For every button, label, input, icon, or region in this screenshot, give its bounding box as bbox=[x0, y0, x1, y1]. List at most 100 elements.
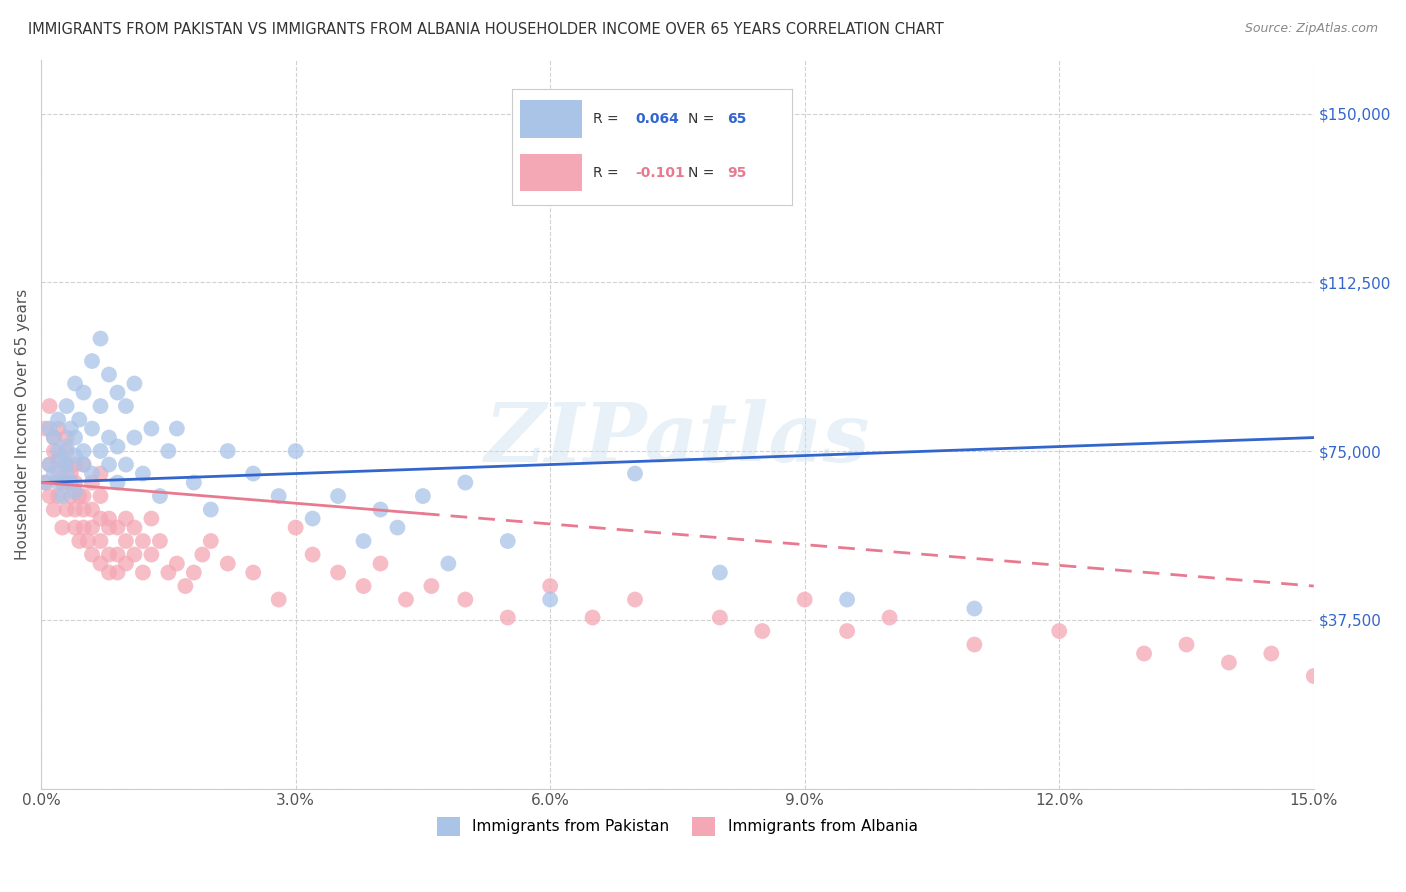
Text: ZIPatlas: ZIPatlas bbox=[485, 399, 870, 479]
Point bbox=[72, 489, 94, 503]
Point bbox=[115, 557, 138, 571]
Text: Source: ZipAtlas.com: Source: ZipAtlas.com bbox=[1244, 22, 1378, 36]
Point bbox=[59, 467, 82, 481]
Point bbox=[98, 520, 121, 534]
Point bbox=[538, 579, 561, 593]
Point bbox=[454, 592, 477, 607]
Point bbox=[38, 421, 60, 435]
Point bbox=[89, 332, 111, 346]
Point bbox=[72, 385, 94, 400]
Point bbox=[63, 376, 86, 391]
Point bbox=[284, 520, 307, 534]
Point bbox=[59, 421, 82, 435]
Point bbox=[63, 520, 86, 534]
Point bbox=[581, 610, 603, 624]
Point bbox=[837, 624, 859, 638]
Point bbox=[80, 475, 103, 490]
Point bbox=[149, 489, 172, 503]
Point bbox=[217, 557, 239, 571]
Point bbox=[115, 399, 138, 413]
Point bbox=[1175, 638, 1198, 652]
Point bbox=[353, 579, 375, 593]
Point bbox=[242, 566, 264, 580]
Point bbox=[46, 489, 69, 503]
Point bbox=[326, 566, 349, 580]
Point bbox=[1047, 624, 1070, 638]
Point bbox=[42, 431, 65, 445]
Point bbox=[837, 592, 859, 607]
Point bbox=[141, 548, 163, 562]
Point bbox=[141, 421, 163, 435]
Point bbox=[183, 566, 205, 580]
Point bbox=[174, 579, 197, 593]
Point bbox=[42, 502, 65, 516]
Point bbox=[412, 489, 434, 503]
Point bbox=[63, 431, 86, 445]
Point bbox=[98, 566, 121, 580]
Point bbox=[55, 458, 77, 472]
Point bbox=[301, 548, 323, 562]
Point bbox=[124, 376, 146, 391]
Point bbox=[80, 467, 103, 481]
Point bbox=[326, 489, 349, 503]
Point bbox=[55, 475, 77, 490]
Point bbox=[132, 566, 155, 580]
Point bbox=[370, 502, 392, 516]
Point bbox=[38, 399, 60, 413]
Point bbox=[63, 449, 86, 463]
Point bbox=[242, 467, 264, 481]
Point bbox=[124, 548, 146, 562]
Point bbox=[115, 458, 138, 472]
Point bbox=[38, 458, 60, 472]
Point bbox=[72, 458, 94, 472]
Point bbox=[538, 592, 561, 607]
Point bbox=[55, 440, 77, 454]
Point bbox=[89, 444, 111, 458]
Point bbox=[370, 557, 392, 571]
Point bbox=[46, 467, 69, 481]
Point bbox=[284, 444, 307, 458]
Point bbox=[191, 548, 214, 562]
Point bbox=[107, 520, 129, 534]
Point bbox=[80, 502, 103, 516]
Point bbox=[34, 475, 56, 490]
Point bbox=[1218, 656, 1240, 670]
Point bbox=[1346, 656, 1368, 670]
Point bbox=[55, 444, 77, 458]
Point bbox=[1302, 669, 1324, 683]
Point bbox=[89, 399, 111, 413]
Point bbox=[67, 412, 90, 426]
Point bbox=[76, 534, 98, 549]
Point bbox=[793, 592, 815, 607]
Point bbox=[200, 502, 222, 516]
Point bbox=[59, 475, 82, 490]
Point bbox=[267, 489, 290, 503]
Point bbox=[107, 548, 129, 562]
Point bbox=[98, 368, 121, 382]
Point bbox=[34, 475, 56, 490]
Point bbox=[454, 475, 477, 490]
Point bbox=[1388, 682, 1406, 697]
Point bbox=[107, 566, 129, 580]
Point bbox=[496, 534, 519, 549]
Point bbox=[63, 502, 86, 516]
Point bbox=[166, 557, 188, 571]
Point bbox=[46, 475, 69, 490]
Y-axis label: Householder Income Over 65 years: Householder Income Over 65 years bbox=[15, 288, 30, 559]
Point bbox=[395, 592, 418, 607]
Point bbox=[115, 511, 138, 525]
Point bbox=[166, 421, 188, 435]
Point bbox=[1260, 647, 1282, 661]
Point bbox=[80, 520, 103, 534]
Point bbox=[124, 431, 146, 445]
Point bbox=[46, 421, 69, 435]
Point bbox=[157, 566, 180, 580]
Point bbox=[34, 421, 56, 435]
Point bbox=[200, 534, 222, 549]
Point bbox=[420, 579, 443, 593]
Point bbox=[751, 624, 773, 638]
Point bbox=[38, 489, 60, 503]
Point bbox=[80, 421, 103, 435]
Point bbox=[72, 444, 94, 458]
Point bbox=[1133, 647, 1156, 661]
